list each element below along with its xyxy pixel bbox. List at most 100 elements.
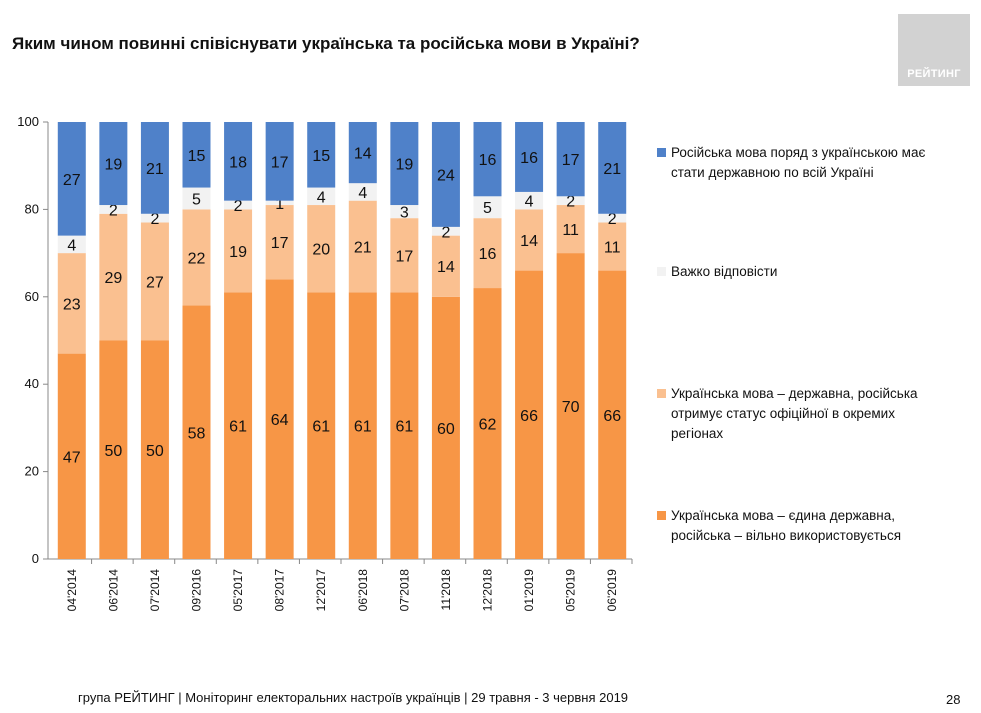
data-label: 64 xyxy=(271,412,289,429)
data-label: 22 xyxy=(188,250,206,267)
bar-segment xyxy=(99,122,128,206)
bar-segment xyxy=(140,340,169,559)
bar-segment xyxy=(224,209,253,293)
y-tick-label: 80 xyxy=(25,201,39,216)
data-label: 16 xyxy=(520,150,538,167)
bar-segment xyxy=(556,122,585,197)
bar-segment xyxy=(182,122,211,188)
bar-segment xyxy=(140,222,169,341)
data-label: 5 xyxy=(192,191,201,208)
bar-segment xyxy=(182,305,211,559)
data-label: 47 xyxy=(63,449,81,466)
bar-segment xyxy=(265,205,294,280)
data-label: 2 xyxy=(608,211,617,228)
bar-segment xyxy=(99,340,128,559)
bar-segment xyxy=(431,235,460,297)
x-tick-label: 06'2019 xyxy=(605,569,619,612)
data-label: 16 xyxy=(479,152,497,169)
data-label: 2 xyxy=(109,202,118,219)
data-label: 27 xyxy=(63,172,81,189)
footer: група РЕЙТИНГ | Моніторинг електоральних… xyxy=(78,690,629,705)
bar-segment xyxy=(515,270,544,559)
bar-segment xyxy=(556,205,585,254)
data-label: 23 xyxy=(63,296,81,313)
legend-item-ukrainian-only: Українська мова – єдина державна, російс… xyxy=(657,506,927,546)
bar-segment xyxy=(473,196,502,219)
bar-segment xyxy=(348,292,377,559)
data-label: 14 xyxy=(520,233,538,250)
bar-segment xyxy=(140,122,169,214)
data-label: 2 xyxy=(441,224,450,241)
data-label: 70 xyxy=(562,399,580,416)
rating-logo: РЕЙТИНГ xyxy=(898,14,970,86)
bar-segment xyxy=(598,213,627,223)
y-tick-label: 60 xyxy=(25,289,39,304)
bar-segment xyxy=(57,353,86,559)
bar-segment xyxy=(390,218,419,293)
data-label: 11 xyxy=(604,240,621,257)
data-label: 21 xyxy=(603,161,621,178)
data-label: 29 xyxy=(104,270,122,287)
data-label: 19 xyxy=(395,157,413,174)
bar-segment xyxy=(99,205,128,214)
data-label: 20 xyxy=(312,242,330,259)
data-label: 61 xyxy=(312,419,330,436)
data-label: 21 xyxy=(354,240,372,257)
x-tick-label: 04'2014 xyxy=(65,569,79,612)
bar-segment xyxy=(224,200,253,210)
bar-segment xyxy=(431,122,460,227)
data-label: 15 xyxy=(188,148,206,165)
data-label: 4 xyxy=(358,185,367,202)
x-tick-label: 07'2018 xyxy=(397,569,411,612)
bar-segment xyxy=(556,196,585,206)
data-label: 62 xyxy=(479,417,497,434)
legend-swatch xyxy=(657,148,666,157)
data-label: 5 xyxy=(483,200,492,217)
x-tick-label: 08'2017 xyxy=(273,569,287,612)
bar-segment xyxy=(556,253,585,559)
data-label: 2 xyxy=(150,211,159,228)
bar-segment xyxy=(348,122,377,184)
y-tick-label: 40 xyxy=(25,376,39,391)
bar-segment xyxy=(598,270,627,559)
bar-segment xyxy=(57,235,86,254)
legend-swatch xyxy=(657,267,666,276)
bar-segment xyxy=(57,122,86,236)
data-label: 58 xyxy=(188,425,206,442)
legend-swatch xyxy=(657,389,666,398)
data-label: 60 xyxy=(437,421,455,438)
bar-segment xyxy=(515,209,544,271)
x-tick-label: 09'2016 xyxy=(190,569,204,612)
data-label: 4 xyxy=(67,237,76,254)
data-label: 16 xyxy=(479,246,497,263)
bar-segment xyxy=(390,205,419,219)
legend-item-official-regions: Українська мова – державна, російська от… xyxy=(657,384,947,444)
bar-segment xyxy=(473,122,502,197)
bar-segment xyxy=(598,222,627,271)
data-label: 11 xyxy=(562,222,579,239)
bar-segment xyxy=(473,218,502,289)
bar-segment xyxy=(348,183,377,201)
bar-segment xyxy=(348,200,377,293)
data-label: 3 xyxy=(400,205,409,222)
logo-text: РЕЙТИНГ xyxy=(907,68,961,80)
bar-segment xyxy=(182,187,211,210)
bar-segment xyxy=(390,292,419,559)
bar-segment xyxy=(265,122,294,201)
bar-segment xyxy=(515,122,544,192)
bar-segment xyxy=(307,187,336,206)
data-label: 61 xyxy=(354,419,372,436)
x-tick-label: 06'2014 xyxy=(106,569,120,612)
data-label: 17 xyxy=(562,152,580,169)
bar-segment xyxy=(224,292,253,559)
data-label: 66 xyxy=(603,408,621,425)
bar-segment xyxy=(515,191,544,210)
bar-segment xyxy=(57,253,86,354)
data-label: 14 xyxy=(437,259,455,276)
data-label: 61 xyxy=(395,419,413,436)
data-label: 66 xyxy=(520,408,538,425)
x-tick-label: 05'2019 xyxy=(564,569,578,612)
data-label: 4 xyxy=(317,189,326,206)
bar-segment xyxy=(307,205,336,293)
data-label: 18 xyxy=(229,154,247,171)
